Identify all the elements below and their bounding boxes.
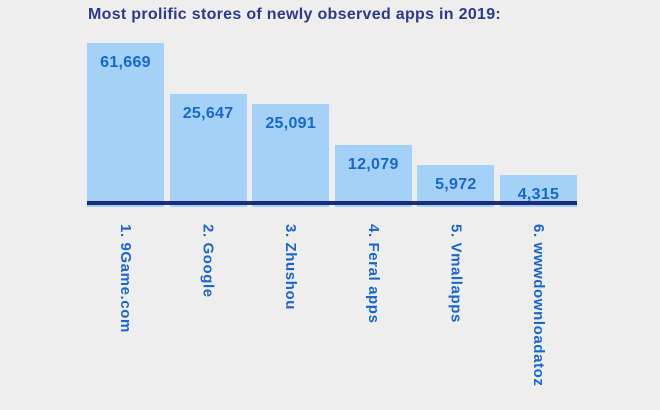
chart-title: Most prolific stores of newly observed a… (88, 6, 502, 23)
bar-chart: 61,669 25,647 25,091 12,079 5,972 4,315 1. 9G… (87, 43, 577, 386)
x-axis-label-3: 3. Zhushou (252, 224, 329, 386)
x-axis-label-1: 1. 9Game.com (87, 224, 164, 386)
bar-5: 5,972 (417, 165, 495, 207)
x-axis-labels: 1. 9Game.com 2. Google 3. Zhushou 4. Feral … (87, 207, 577, 386)
bar-value: 25,647 (182, 105, 234, 122)
x-axis-line (87, 201, 577, 205)
x-axis-label-text: 6. wwwdownloadatoz (529, 224, 547, 387)
bar-value: 61,669 (100, 54, 151, 71)
bar-2: 25,647 (169, 94, 247, 207)
bar-1: 61,669 (87, 43, 164, 207)
bar-value: 4,315 (517, 186, 560, 203)
x-axis-label-4: 4. Feral apps (335, 224, 412, 386)
bars-area: 61,669 25,647 25,091 12,079 5,972 4,315 (87, 43, 577, 207)
x-axis-label-text: 4. Feral apps (364, 224, 382, 324)
x-axis-label-2: 2. Google (170, 224, 247, 386)
x-axis-label-text: 5. Vmallapps (447, 224, 465, 323)
bar-3: 25,091 (252, 104, 330, 207)
x-axis-label-text: 1. 9Game.com (117, 224, 134, 333)
bar-value: 25,091 (265, 115, 317, 132)
bar-4: 12,079 (334, 145, 412, 207)
bar-value: 5,972 (435, 176, 477, 193)
x-axis-label-6: 6. wwwdownloadatoz (500, 224, 577, 386)
x-axis-label-text: 3. Zhushou (282, 224, 300, 310)
bar-value: 12,079 (347, 156, 399, 173)
x-axis-label-text: 2. Google (199, 224, 217, 298)
x-axis-label-5: 5. Vmallapps (417, 224, 494, 386)
